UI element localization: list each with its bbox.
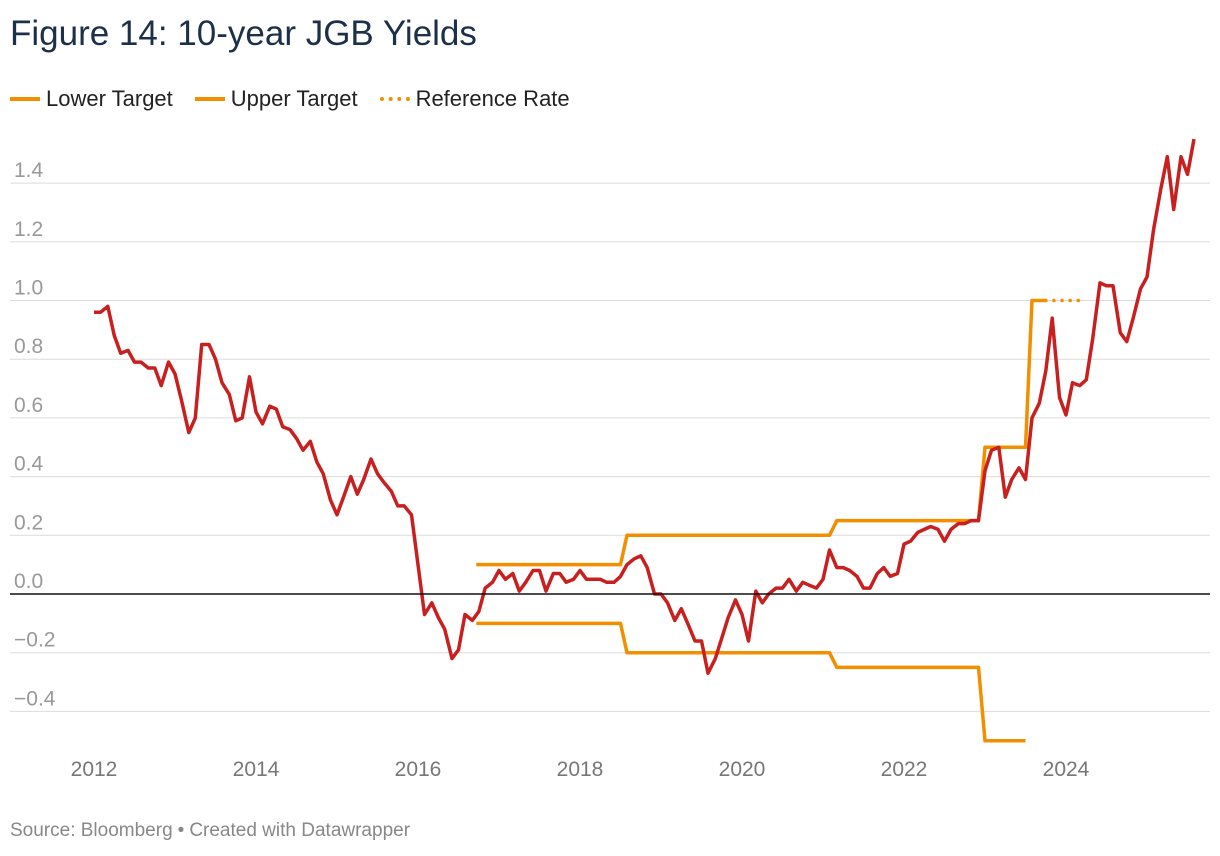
chart-source: Source: Bloomberg • Created with Datawrapp… <box>10 820 410 842</box>
x-tick-label: 2024 <box>1043 758 1090 781</box>
y-tick-label: 1.0 <box>14 277 43 300</box>
axis-layer: −0.4 −0.2 0.0 0.2 0.4 0.6 0.8 1.0 1.2 1.4 2012 2014… <box>10 159 1210 781</box>
y-tick-label: −0.2 <box>14 629 55 652</box>
chart-legend: Lower Target Upper Target Reference Rate <box>10 86 570 112</box>
x-tick-label: 2022 <box>881 758 928 781</box>
y-tick-label: 0.2 <box>14 511 43 534</box>
x-tick-label: 2012 <box>71 758 118 781</box>
x-tick-label: 2016 <box>395 758 442 781</box>
series-layer <box>94 138 1196 743</box>
series-line-lower-target <box>476 621 1026 743</box>
legend-item-reference-rate: Reference Rate <box>379 86 570 112</box>
legend-item-upper-target: Upper Target <box>194 86 358 112</box>
legend-swatch-reference-rate <box>379 97 410 101</box>
y-tick-label: 0.0 <box>14 570 43 593</box>
line-chart: −0.4 −0.2 0.0 0.2 0.4 0.6 0.8 1.0 1.2 1.4 2012 2014… <box>10 138 1210 781</box>
footer-separator: • <box>177 820 185 841</box>
y-tick-label: 1.2 <box>14 218 43 241</box>
source-text: Source: Bloomberg <box>10 820 173 841</box>
x-tick-label: 2018 <box>557 758 604 781</box>
y-tick-label: 0.6 <box>14 394 43 417</box>
legend-label-upper-target: Upper Target <box>230 86 358 111</box>
y-tick-label: 1.4 <box>14 159 44 182</box>
credit-text: Created with Datawrapper <box>189 820 411 841</box>
grid-layer <box>10 182 1210 712</box>
x-tick-label: 2020 <box>719 758 766 781</box>
legend-swatch-lower-target <box>10 97 40 101</box>
series-line-10-year-jgb-yield <box>94 138 1196 675</box>
legend-swatch-upper-target <box>194 97 225 101</box>
y-tick-label: 0.4 <box>14 453 44 476</box>
chart-title: Figure 14: 10-year JGB Yields <box>10 14 477 53</box>
legend-label-lower-target: Lower Target <box>46 86 173 111</box>
legend-item-lower-target: Lower Target <box>10 86 173 112</box>
legend-label-reference-rate: Reference Rate <box>415 86 570 111</box>
y-tick-label: −0.4 <box>14 687 56 710</box>
series-line-upper-target <box>476 298 1046 567</box>
y-tick-label: 0.8 <box>14 335 43 358</box>
x-tick-label: 2014 <box>233 758 280 781</box>
